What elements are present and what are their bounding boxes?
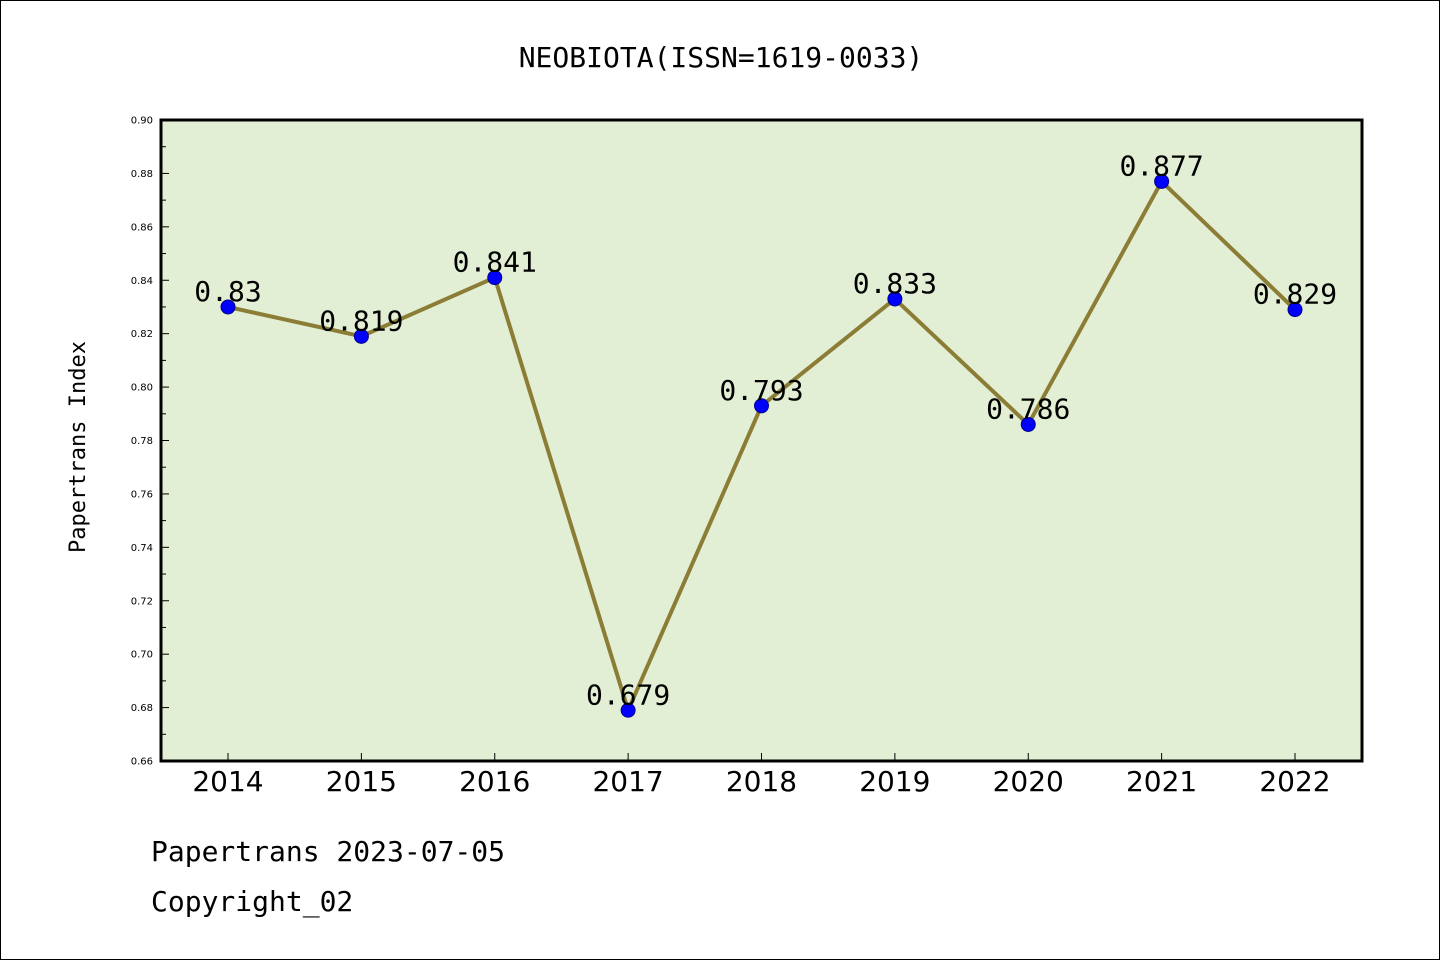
plot-frame	[159, 118, 1364, 763]
y-tick-label: 0.90	[131, 116, 153, 127]
data-label: 0.833	[853, 267, 937, 300]
data-label: 0.83	[194, 275, 261, 308]
y-tick-label: 0.82	[131, 329, 153, 340]
y-tick-label: 0.70	[131, 650, 153, 661]
y-tick-label: 0.80	[131, 383, 153, 394]
footer-date: Papertrans 2023-07-05	[151, 835, 506, 868]
markers-group	[220, 173, 1303, 718]
x-tick-label: 2015	[326, 765, 397, 798]
data-point-marker	[620, 702, 636, 718]
y-tick-label: 0.88	[131, 169, 153, 180]
y-tick-label: 0.72	[131, 596, 153, 607]
data-point-marker	[1020, 416, 1036, 432]
x-tick-label: 2014	[192, 765, 263, 798]
data-label: 0.877	[1119, 149, 1203, 182]
y-tick-label: 0.86	[131, 222, 153, 233]
y-tick-label: 0.66	[131, 757, 153, 768]
x-tick-label: 2017	[592, 765, 663, 798]
x-tick-label: 2018	[726, 765, 797, 798]
footer-copyright: Copyright_02	[151, 885, 354, 918]
data-point-marker	[353, 328, 369, 344]
y-tick-label: 0.74	[131, 543, 153, 554]
data-point-marker	[1154, 173, 1170, 189]
y-tick-label: 0.68	[131, 703, 153, 714]
y-tick-label: 0.84	[131, 276, 153, 287]
y-axis-label: Papertrans Index	[66, 341, 91, 553]
x-tick-label: 2022	[1259, 765, 1330, 798]
x-tick-label: 2019	[859, 765, 930, 798]
data-point-marker	[220, 299, 236, 315]
data-labels-group: 0.83 0.819 0.841 0.679 0.793 0.833 0.786 0.877 0…	[194, 149, 1337, 711]
y-axis: 0.66 0.68 0.70 0.72 0.74 0.76 0.78 0.80 0.82 0.84…	[131, 116, 169, 768]
data-label: 0.679	[586, 678, 670, 711]
data-label: 0.819	[319, 304, 403, 337]
data-point-marker	[1287, 302, 1303, 318]
x-tick-label: 2016	[459, 765, 530, 798]
data-label: 0.829	[1253, 278, 1337, 311]
data-point-marker	[754, 398, 769, 414]
y-tick-label: 0.76	[131, 489, 153, 500]
x-tick-label: 2021	[1126, 765, 1197, 798]
chart-title: NEOBIOTA(ISSN=1619-0033)	[519, 41, 924, 74]
data-point-marker	[887, 291, 903, 307]
x-axis: 2014 2015 2016 2017 2018 2019 2020 2021 2022	[192, 753, 1331, 798]
data-label: 0.793	[719, 374, 803, 407]
data-label: 0.786	[986, 392, 1070, 425]
plot-area	[159, 118, 1364, 763]
data-point-marker	[487, 270, 503, 286]
data-label: 0.841	[453, 246, 537, 279]
y-tick-label: 0.78	[131, 436, 153, 447]
x-tick-label: 2020	[993, 765, 1064, 798]
